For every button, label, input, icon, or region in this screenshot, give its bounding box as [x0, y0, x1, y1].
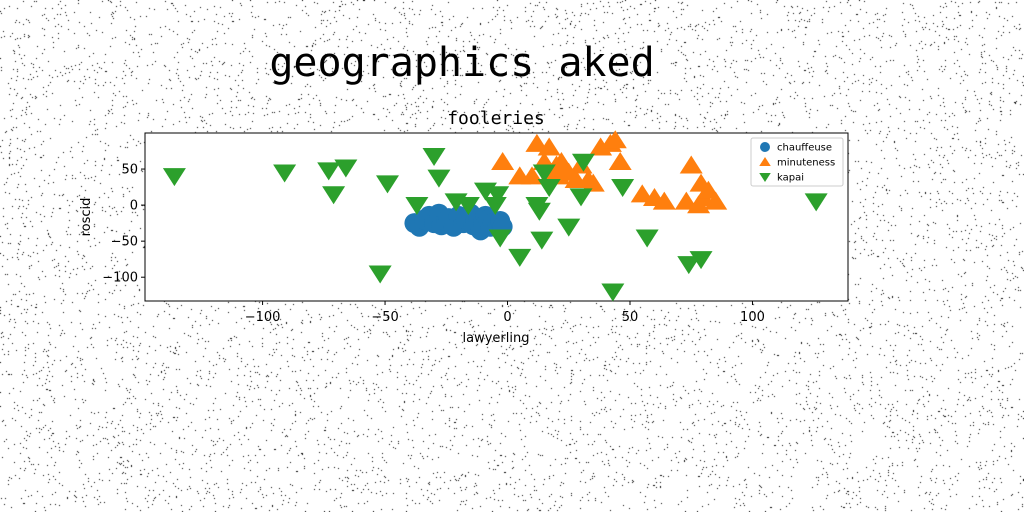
data-point	[375, 175, 399, 194]
chart-title: fooleries	[447, 108, 545, 129]
data-point	[334, 159, 358, 178]
y-axis-label: roscid	[79, 198, 94, 237]
series-kapai	[162, 147, 828, 302]
data-point	[530, 231, 554, 250]
x-axis-label: lawyerling	[463, 331, 530, 346]
data-point	[525, 133, 549, 152]
y-tick-label: 0	[130, 199, 138, 214]
data-point	[689, 251, 713, 270]
data-point	[601, 283, 625, 302]
y-tick-label: 50	[121, 163, 138, 178]
data-point	[677, 256, 701, 275]
data-point	[557, 218, 581, 237]
legend-marker	[759, 172, 771, 182]
x-tick-label: 100	[740, 310, 765, 325]
data-point	[456, 197, 480, 216]
y-tick-label: −100	[102, 271, 138, 286]
legend: chauffeuse minuteness kapai	[750, 137, 844, 187]
data-point	[317, 162, 341, 181]
data-point	[571, 153, 595, 172]
data-point	[674, 191, 698, 210]
legend-entry: minuteness	[777, 158, 835, 169]
data-point	[581, 173, 605, 192]
data-point	[537, 178, 561, 197]
legend-entry: kapai	[777, 173, 804, 184]
legend-marker	[759, 157, 771, 167]
axes: −100 −50 0 50 100 50 0 −50 −100	[102, 163, 765, 325]
data-point	[488, 229, 512, 248]
data-point	[491, 151, 515, 170]
data-point	[569, 188, 593, 207]
legend-entry: chauffeuse	[777, 143, 832, 154]
data-point	[368, 265, 392, 284]
x-tick-label: −50	[371, 310, 398, 325]
data-points	[162, 130, 828, 302]
legend-box	[750, 137, 844, 187]
data-point	[608, 151, 632, 170]
data-point	[508, 248, 532, 267]
data-point	[483, 197, 507, 216]
data-point	[527, 202, 551, 221]
y-tick-label: −50	[111, 235, 138, 250]
data-point	[704, 191, 728, 210]
x-tick-label: 0	[503, 310, 511, 325]
data-point	[679, 155, 703, 174]
data-point	[804, 193, 828, 212]
data-point	[603, 130, 627, 149]
data-point	[427, 169, 451, 188]
legend-marker	[760, 142, 770, 152]
data-point	[532, 164, 556, 183]
data-point	[162, 168, 186, 187]
data-point	[273, 164, 297, 183]
page-title: geographics aked	[269, 40, 655, 86]
data-point	[652, 191, 676, 210]
data-point	[611, 178, 635, 197]
data-point	[422, 147, 446, 166]
data-point	[405, 197, 429, 216]
x-tick-label: 50	[622, 310, 639, 325]
data-point	[630, 184, 654, 203]
data-point	[635, 229, 659, 248]
data-point	[322, 186, 346, 205]
data-point	[486, 186, 510, 205]
data-point	[520, 166, 544, 185]
x-tick-label: −100	[245, 310, 281, 325]
data-point	[537, 137, 561, 156]
